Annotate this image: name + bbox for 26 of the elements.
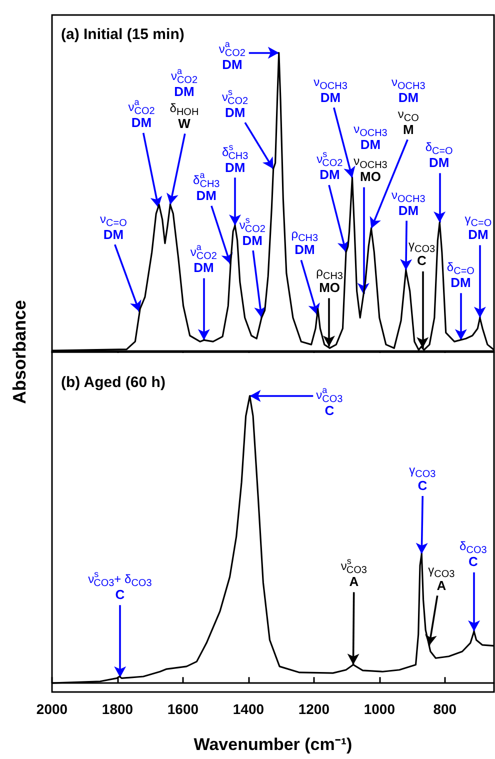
- x-tick-label: 1200: [298, 701, 330, 717]
- annotation: γ$_{CO3}$ A: [428, 562, 455, 593]
- annotation: δ$_{CO3}$ C: [460, 539, 487, 570]
- x-axis-title: Wavenumber (cm⁻¹): [194, 735, 352, 754]
- x-tick-label: 800: [433, 701, 457, 717]
- x-tick-label: 1000: [364, 701, 396, 717]
- annotation: δ$_{C=O}$ DM: [446, 260, 474, 290]
- annotation: ρ$_{CH3}$ DM: [291, 227, 318, 258]
- annotation: γ$_{CO3}$ C: [409, 462, 436, 493]
- annotation: ν$_{OCH3}$ DM: [392, 188, 426, 218]
- annotation: ν$_{OCH3}$ DM ν$_{CO}$ M: [392, 74, 426, 137]
- x-tick-label: 1800: [102, 701, 134, 717]
- annotation: ν$^{s}$$_{CO3}$+ δ$_{CO3}$ C: [88, 569, 152, 602]
- y-axis-title: Absorbance: [10, 300, 30, 404]
- annotation: ν$_{OCH3}$ DM ν$_{OCH3}$ MO: [354, 122, 388, 184]
- annotation: ν$_{OCH3}$ DM: [314, 74, 348, 105]
- annotation: ν$_{C=O}$ DM: [100, 212, 127, 242]
- x-tick-label: 1400: [232, 701, 264, 717]
- chart-title: (b) Aged (60 h): [61, 374, 166, 391]
- x-tick-label: 2000: [36, 701, 68, 717]
- annotation: γ$_{CO3}$ C: [408, 238, 436, 268]
- annotation: γ$_{C=O}$ DM: [464, 212, 492, 242]
- chart-title: (a) Initial (15 min): [61, 26, 184, 43]
- annotation: ρ$_{CH3}$ MO: [316, 265, 343, 296]
- annotation: δ$_{C=O}$ DM: [425, 140, 453, 170]
- x-tick-label: 1600: [167, 701, 199, 717]
